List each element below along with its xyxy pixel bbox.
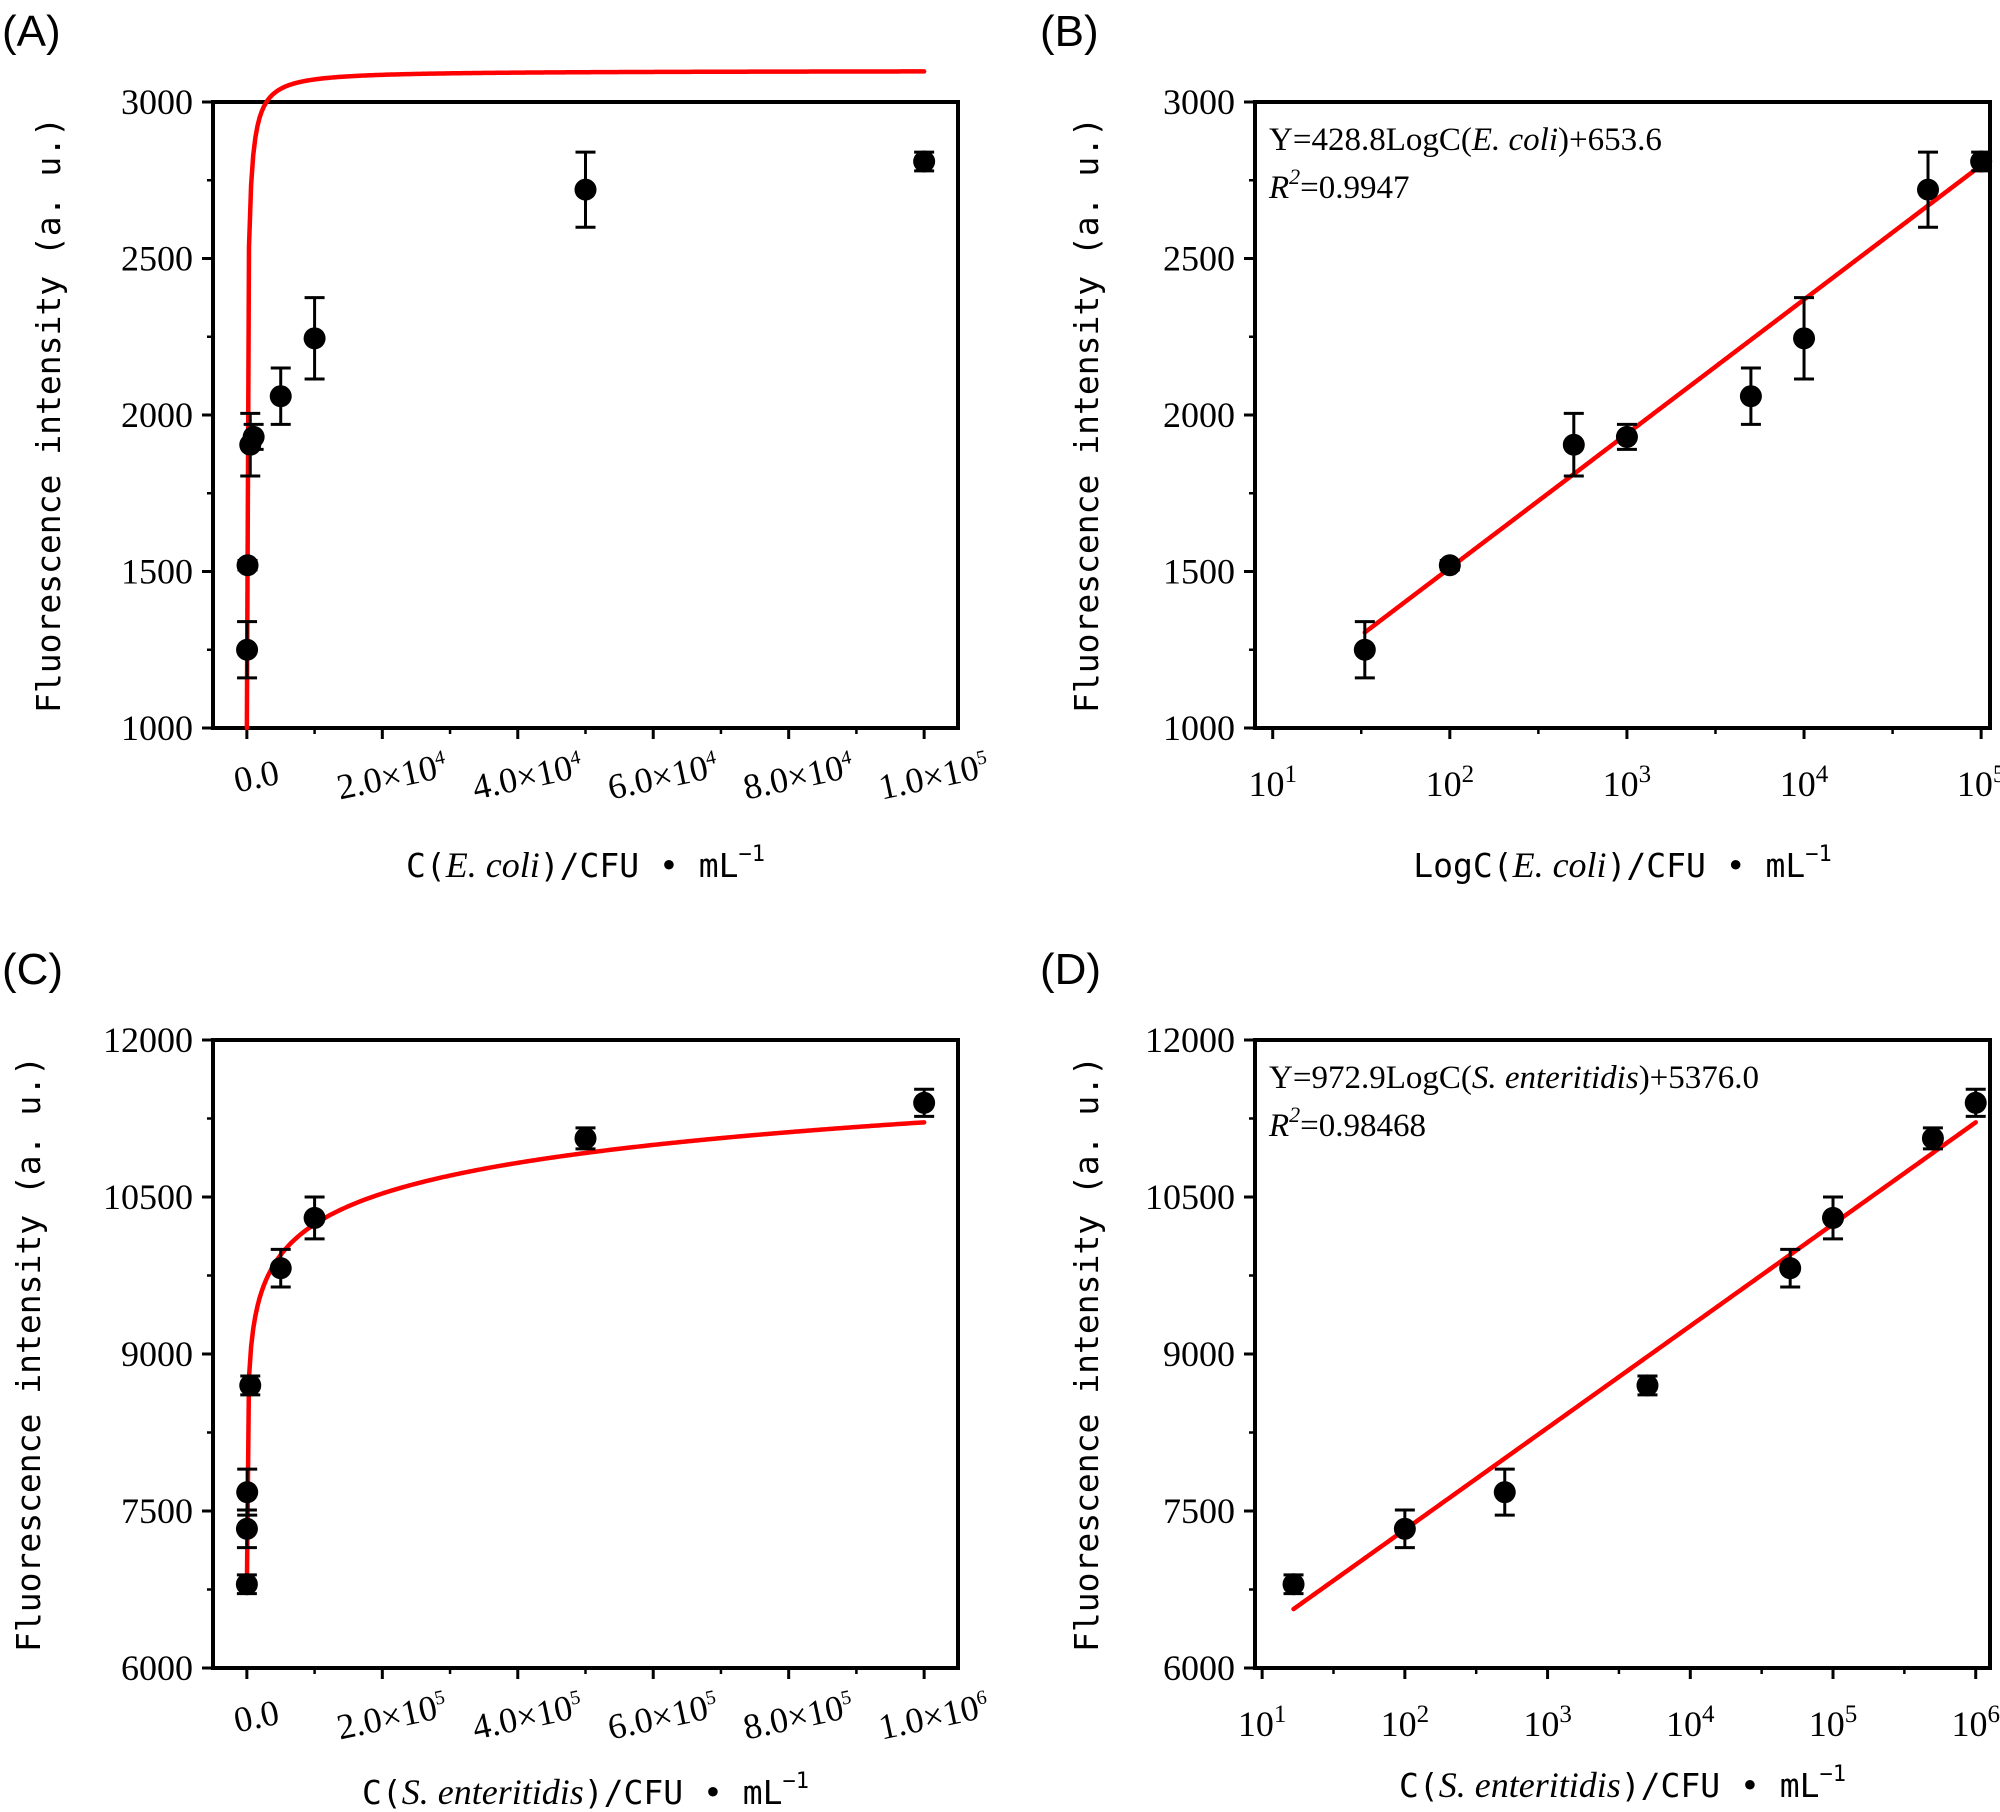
data-point [1793,327,1816,350]
data-point [269,1257,292,1280]
x-tick-label: 1.0×106 [875,1685,992,1747]
fit-equation: Y=972.9LogC(S. enteritidis)+5376.0 [1269,1060,1759,1096]
data-point [236,554,259,577]
data-point [236,1481,259,1504]
fit-line [244,1120,927,1592]
y-tick-label: 12000 [103,1020,193,1060]
y-axis-title: Fluorescence intensity (a. u.) [29,117,68,713]
data-point [1282,1573,1305,1596]
x-tick-label: 8.0×105 [740,1685,857,1747]
y-tick-label: 7500 [1163,1491,1235,1531]
x-tick-label: 4.0×105 [469,1685,586,1747]
y-tick-label: 2000 [1163,395,1235,435]
x-tick-label: 2.0×104 [333,745,450,807]
x-tick-label: 106 [1951,1701,2000,1744]
data-point [574,178,597,201]
data-point [239,1374,262,1397]
panel-letter: (C) [2,945,63,994]
data-point [1636,1374,1659,1397]
data-point [303,1206,326,1229]
y-tick-label: 1000 [1163,708,1235,748]
y-tick-label: 1500 [1163,552,1235,592]
x-tick-label: 6.0×104 [604,745,721,807]
panel-a: (A) 1000 1500 2000 2500 3000 0.0 2.0×104 4.0×104… [2,7,992,885]
y-tick-label: 3000 [1163,82,1235,122]
x-tick-label: 105 [1809,1701,1858,1744]
y-tick-label: 6000 [121,1648,193,1688]
x-tick-label: 8.0×104 [740,745,857,807]
y-tick-label: 10500 [103,1177,193,1217]
x-tick-label: 6.0×105 [604,1685,721,1747]
data-point [913,150,936,173]
x-tick-label: 102 [1426,761,1475,804]
x-tick-label: 104 [1666,1701,1715,1744]
fit-line [1291,1120,1978,1612]
x-tick-label: 103 [1523,1701,1572,1744]
data-point [1438,554,1461,577]
data-point [242,425,265,448]
fit-equation: Y=428.8LogC(E. coli)+653.6 [1269,122,1662,158]
y-tick-label: 2000 [121,395,193,435]
y-tick-label: 6000 [1163,1648,1235,1688]
panel-c: (C) 6000 7500 9000 10500 12000 0.0 2.0×105 4.0×1… [2,945,992,1812]
data-point [235,1517,258,1540]
panel-letter: (B) [1040,7,1099,56]
panel-b: (B) 1000 1500 2000 2500 3000 101 102 103 104 105 Fl… [1040,7,2000,885]
r-squared: R2=0.98468 [1268,1102,1426,1144]
y-tick-label: 12000 [1145,1020,1235,1060]
data-point [1964,1091,1987,1114]
data-point [269,385,292,408]
x-tick-label: 104 [1780,761,1829,804]
data-point [1493,1481,1516,1504]
data-point [1779,1257,1802,1280]
fit-line [1362,163,1984,635]
x-axis-title: C(S. enteritidis)/CFU • mL−1 [1399,1762,1846,1805]
data-point [1921,1127,1944,1150]
data-point [1353,638,1376,661]
x-axis-title: C(S. enteritidis)/CFU • mL−1 [362,1769,809,1812]
fit-line [244,69,927,731]
x-tick-label: 2.0×105 [333,1685,450,1747]
x-tick-label: 0.0 [230,752,282,800]
x-tick-label: 105 [1957,761,2000,804]
x-axis-title: LogC(E. coli)/CFU • mL−1 [1413,842,1832,885]
panel-letter: (D) [1040,945,1101,994]
y-tick-label: 2500 [121,239,193,279]
y-tick-label: 9000 [121,1334,193,1374]
y-tick-label: 3000 [121,82,193,122]
panel-letter: (A) [2,7,61,56]
x-tick-label: 0.0 [230,1692,282,1740]
data-point [235,1573,258,1596]
y-axis-title: Fluorescence intensity (a. u.) [1067,1056,1106,1652]
r-squared: R2=0.9947 [1268,164,1410,206]
y-tick-label: 9000 [1163,1334,1235,1374]
x-tick-label: 103 [1603,761,1652,804]
x-tick-label: 1.0×105 [875,745,992,807]
y-axis-title: Fluorescence intensity (a. u.) [1067,117,1106,713]
data-point [1917,178,1940,201]
data-point [1739,385,1762,408]
data-point [913,1091,936,1114]
x-axis-title: C(E. coli)/CFU • mL−1 [406,842,765,885]
panel-d: (D) 6000 7500 9000 10500 12000 101 102 103 104 105… [1040,945,2000,1805]
data-point [574,1127,597,1150]
x-tick-label: 4.0×104 [469,745,586,807]
y-tick-label: 1500 [121,552,193,592]
data-point [1970,150,1993,173]
y-axis-title: Fluorescence intensity (a. u.) [9,1056,48,1652]
x-tick-label: 101 [1238,1701,1287,1744]
y-tick-label: 1000 [121,708,193,748]
y-tick-label: 10500 [1145,1177,1235,1217]
data-point [303,327,326,350]
data-point [1562,433,1585,456]
data-point [236,638,259,661]
y-tick-label: 7500 [121,1491,193,1531]
x-tick-label: 101 [1248,761,1297,804]
x-tick-label: 102 [1381,1701,1430,1744]
data-point [1822,1206,1845,1229]
data-point [1393,1517,1416,1540]
data-point [1615,425,1638,448]
y-tick-label: 2500 [1163,239,1235,279]
